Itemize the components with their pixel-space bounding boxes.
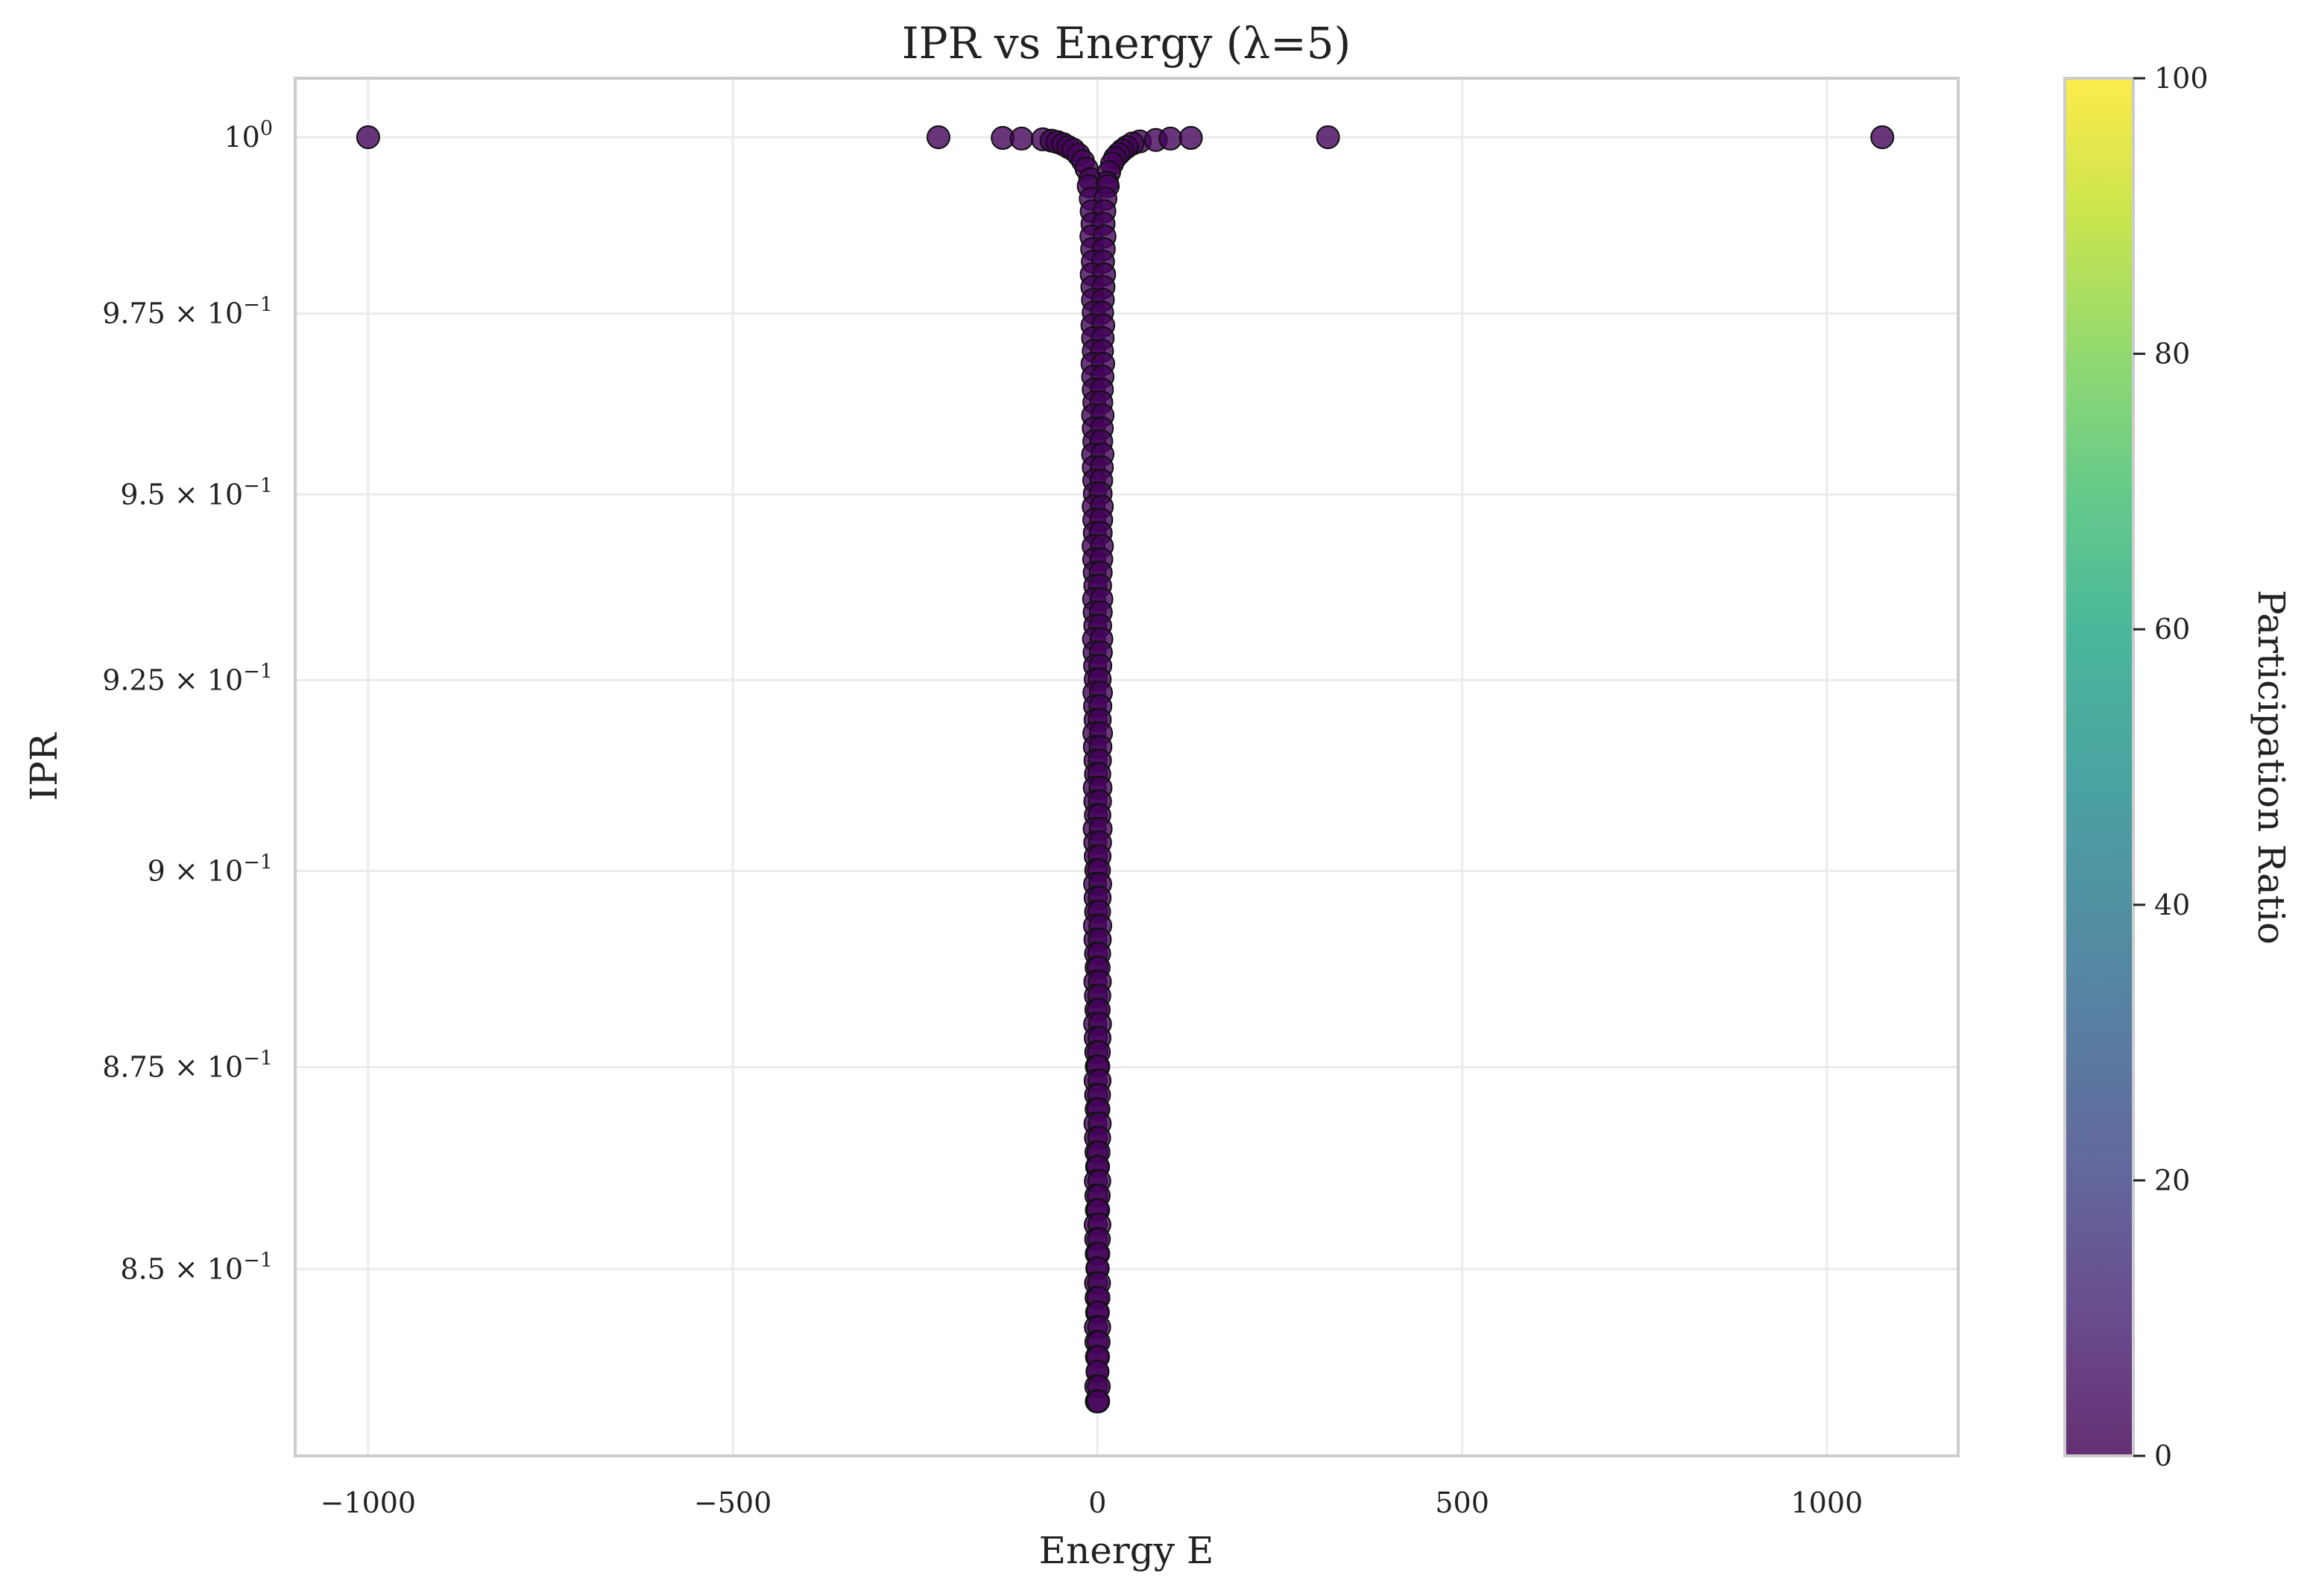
y-axis-label: IPR — [22, 732, 66, 801]
y-axis-ticks: 100 9.75 × 10−1 9.5 × 10−1 9.25 × 10−1 9 × 1… — [102, 117, 273, 1285]
y-tick-label: 8.5 × 10−1 — [120, 1249, 273, 1285]
colorbar-label: Participation Ratio — [2250, 590, 2293, 944]
y-tick-label: 8.75 × 10−1 — [102, 1047, 273, 1084]
x-tick-label: −500 — [694, 1486, 771, 1519]
colorbar-tick-label: 100 — [2154, 62, 2209, 95]
colorbar-tick-label: 20 — [2154, 1164, 2190, 1196]
scatter-point — [1178, 126, 1203, 150]
x-tick-label: 0 — [1088, 1486, 1106, 1519]
scatter-points — [356, 125, 1895, 1413]
colorbar-frame — [2063, 77, 2135, 1457]
x-axis-ticks: −1000 −500 0 500 1000 — [321, 1486, 1864, 1519]
colorbar-tick-label: 0 — [2154, 1439, 2172, 1472]
plot-frame — [294, 77, 1960, 1457]
scatter-point — [1086, 1389, 1111, 1413]
x-tick-label: 500 — [1435, 1486, 1489, 1519]
x-tick-label: 1000 — [1791, 1486, 1864, 1519]
colorbar-tick-label: 40 — [2154, 889, 2190, 921]
x-tick-label: −1000 — [321, 1486, 417, 1519]
y-tick-label: 9.5 × 10−1 — [120, 474, 273, 511]
scatter-point — [1009, 126, 1034, 151]
chart-title: IPR vs Energy (λ=5) — [902, 18, 1351, 69]
colorbar-tick-label: 80 — [2154, 338, 2190, 370]
scatter-point — [356, 125, 380, 150]
scatter-point — [1870, 125, 1895, 150]
scatter-point — [1316, 125, 1340, 150]
scatter-point — [927, 125, 950, 150]
plot-background — [295, 78, 1958, 1456]
colorbar-tick-label: 60 — [2154, 613, 2190, 646]
x-axis-label: Energy E — [1039, 1529, 1214, 1572]
y-tick-label: 9 × 10−1 — [148, 851, 273, 887]
y-tick-label: 9.75 × 10−1 — [102, 294, 273, 330]
y-tick-label: 9.25 × 10−1 — [102, 660, 273, 696]
colorbar — [2065, 78, 2133, 1456]
colorbar-ticks: 0 20 40 60 80 100 — [2133, 62, 2209, 1472]
y-tick-label: 100 — [224, 117, 273, 154]
scatter-point — [1158, 126, 1183, 151]
